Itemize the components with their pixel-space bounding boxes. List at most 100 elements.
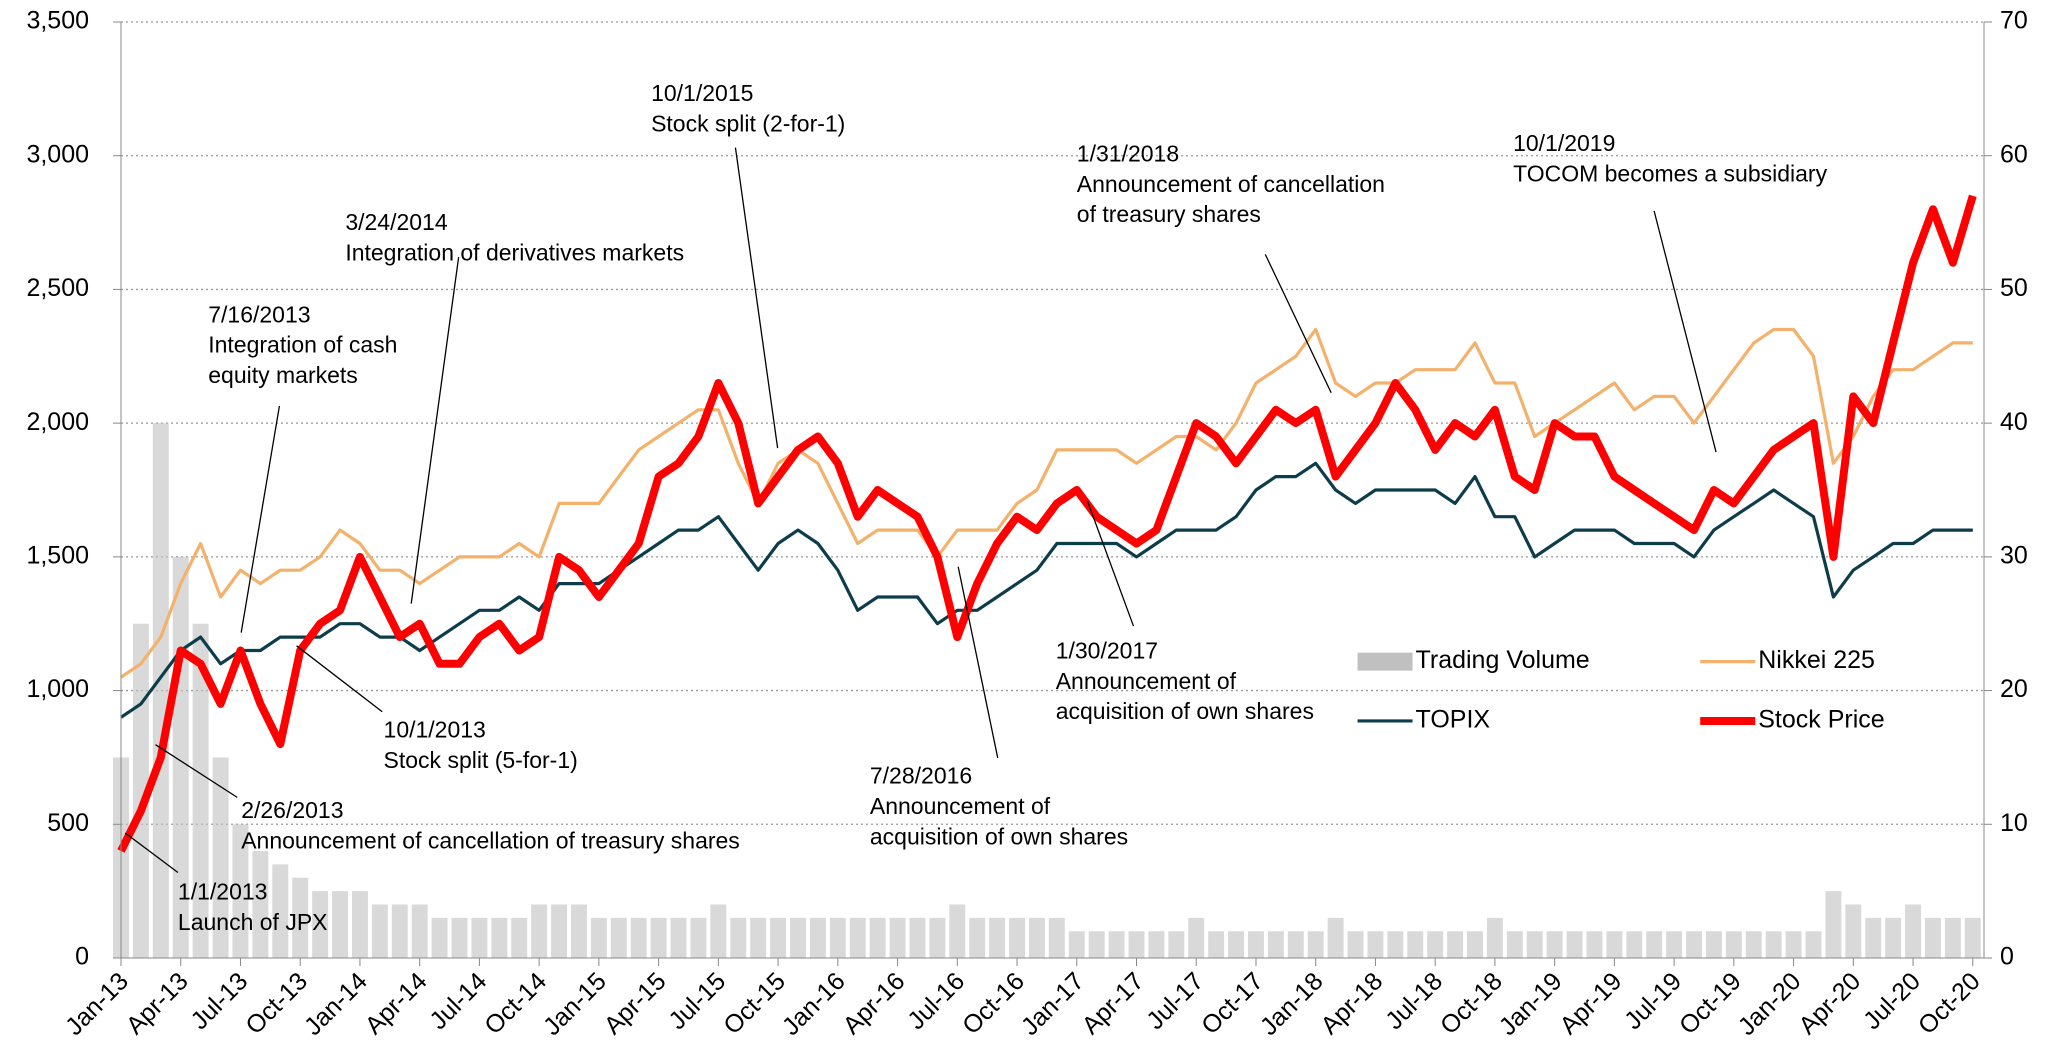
y2-tick-label: 60 bbox=[2000, 140, 2028, 168]
volume-bar bbox=[1447, 931, 1464, 958]
x-tick-label: Jan-16 bbox=[777, 967, 851, 1041]
volume-bar bbox=[1865, 917, 1882, 958]
line-2 bbox=[120, 461, 1973, 719]
volume-bar bbox=[531, 904, 548, 958]
x-tick-label: Jan-15 bbox=[538, 967, 612, 1041]
x-tick-label: Jan-19 bbox=[1494, 967, 1568, 1041]
y2-tick-label: 20 bbox=[2000, 675, 2028, 703]
volume-bar bbox=[491, 917, 508, 958]
volume-bar bbox=[949, 904, 966, 958]
annotation: 2/26/2013 bbox=[241, 797, 343, 823]
volume-bar bbox=[989, 917, 1006, 958]
annotation: of treasury shares bbox=[1077, 201, 1261, 227]
y-tick-label: 3,500 bbox=[26, 7, 89, 35]
annotation: TOCOM becomes a subsidiary bbox=[1513, 160, 1828, 186]
volume-bar bbox=[1467, 931, 1483, 958]
annotation: Stock split (2-for-1) bbox=[651, 110, 845, 136]
volume-bar bbox=[1586, 931, 1603, 958]
volume-bar bbox=[1108, 931, 1125, 958]
volume-bar bbox=[1606, 931, 1623, 958]
volume-bar bbox=[1666, 931, 1683, 958]
volume-bar bbox=[1387, 931, 1404, 958]
volume-bar bbox=[770, 917, 787, 958]
volume-bar bbox=[252, 851, 269, 958]
y-tick-label: 1,500 bbox=[26, 541, 89, 569]
x-tick-label: Oct-20 bbox=[1913, 967, 1986, 1040]
x-tick-label: Oct-15 bbox=[718, 967, 791, 1040]
y-tick-label: 3,000 bbox=[26, 140, 89, 168]
x-tick-label: Apr-16 bbox=[838, 967, 911, 1040]
volume-bar bbox=[1068, 931, 1085, 958]
volume-bar bbox=[1885, 917, 1902, 958]
y2-tick-label: 30 bbox=[2000, 541, 2028, 569]
volume-bar bbox=[1009, 917, 1025, 958]
y2-tick-label: 70 bbox=[2000, 7, 2028, 35]
annotation: 3/24/2014 bbox=[345, 209, 448, 235]
x-tick-label: Jul-13 bbox=[185, 967, 253, 1035]
legend-label: Nikkei 225 bbox=[1758, 646, 1875, 674]
volume-bar bbox=[1028, 917, 1045, 958]
annotation: Announcement of bbox=[1056, 668, 1237, 694]
annotation: 10/1/2013 bbox=[384, 717, 486, 743]
volume-bar bbox=[590, 917, 607, 958]
leader-line bbox=[124, 832, 179, 874]
leader-line bbox=[410, 256, 460, 604]
x-tick-label: Apr-15 bbox=[599, 967, 672, 1040]
annotation: 7/16/2013 bbox=[208, 301, 310, 327]
volume-bar bbox=[610, 917, 627, 958]
volume-bar bbox=[670, 917, 687, 958]
volume-bar bbox=[511, 917, 528, 958]
volume-bar bbox=[411, 904, 428, 958]
volume-bar bbox=[1964, 917, 1981, 958]
x-tick-label: Jan-20 bbox=[1733, 967, 1807, 1041]
volume-bar bbox=[1825, 891, 1842, 958]
volume-bar bbox=[1506, 931, 1523, 958]
volume-bar bbox=[292, 877, 309, 958]
leader-line bbox=[734, 147, 779, 449]
legend-label: Stock Price bbox=[1758, 706, 1884, 734]
annotation: 1/1/2013 bbox=[178, 879, 268, 905]
volume-bar bbox=[969, 917, 986, 958]
volume-bar bbox=[909, 917, 926, 958]
volume-bar bbox=[1347, 931, 1364, 958]
annotation: 10/1/2019 bbox=[1513, 130, 1615, 156]
x-tick-label: Jul-14 bbox=[424, 967, 492, 1035]
y-tick-label: 2,000 bbox=[26, 408, 89, 436]
x-tick-label: Oct-13 bbox=[240, 967, 313, 1040]
volume-bar bbox=[312, 891, 329, 958]
y-tick-label: 500 bbox=[47, 809, 89, 837]
volume-bar bbox=[1566, 931, 1583, 958]
line-1 bbox=[120, 327, 1973, 679]
x-tick-label: Jul-19 bbox=[1619, 967, 1687, 1035]
x-tick-label: Jan-18 bbox=[1255, 967, 1329, 1041]
annotation: Announcement of cancellation of treasury… bbox=[241, 827, 740, 853]
volume-bar bbox=[1745, 931, 1762, 958]
volume-bar bbox=[1287, 931, 1304, 958]
x-tick-label: Jan-17 bbox=[1016, 967, 1090, 1041]
x-tick-label: Apr-14 bbox=[360, 967, 433, 1040]
y2-tick-label: 10 bbox=[2000, 809, 2028, 837]
volume-bar bbox=[730, 917, 747, 958]
leader-line bbox=[240, 405, 281, 633]
volume-bar bbox=[1925, 917, 1941, 958]
annotation: Stock split (5-for-1) bbox=[384, 747, 578, 773]
volume-bar bbox=[650, 917, 667, 958]
volume-bar bbox=[152, 423, 169, 959]
volume-bar bbox=[1367, 931, 1384, 958]
volume-bar bbox=[351, 891, 368, 958]
x-tick-label: Oct-19 bbox=[1674, 967, 1747, 1040]
leader-line bbox=[1086, 500, 1135, 627]
volume-bar bbox=[1088, 931, 1105, 958]
x-tick-label: Jul-18 bbox=[1380, 967, 1448, 1035]
annotation: 7/28/2016 bbox=[870, 763, 972, 789]
volume-bar bbox=[1148, 931, 1165, 958]
volume-bar bbox=[1228, 931, 1245, 958]
volume-bar bbox=[1188, 917, 1205, 958]
annotation: 10/1/2015 bbox=[651, 80, 753, 106]
volume-bar bbox=[332, 891, 348, 958]
x-tick-label: Jul-15 bbox=[663, 967, 731, 1035]
x-tick-label: Jul-17 bbox=[1141, 967, 1209, 1035]
volume-bar bbox=[1845, 904, 1862, 958]
volume-bar bbox=[431, 917, 448, 958]
